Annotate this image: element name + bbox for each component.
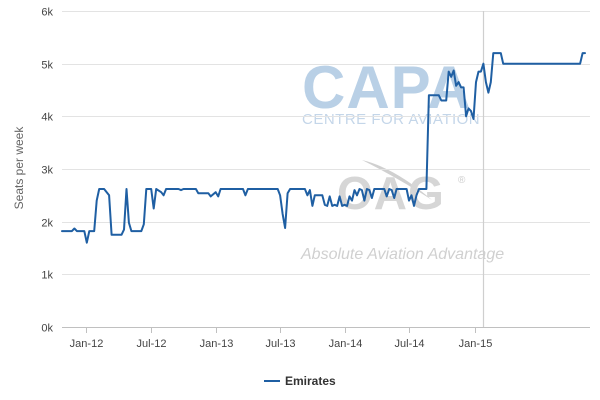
x-tick-label: Jan-15 <box>459 338 493 350</box>
x-tick-label: Jan-12 <box>70 338 104 350</box>
oag-registered-mark: ® <box>458 175 466 186</box>
x-tick-label: Jul-12 <box>137 338 167 350</box>
oag-tagline: Absolute Aviation Advantage <box>300 246 504 263</box>
y-tick-label: 4k <box>41 112 53 124</box>
y-axis: 0k 1k 2k 3k 4k 5k 6k <box>41 7 53 335</box>
x-tick-label: Jan-14 <box>329 338 363 350</box>
capa-logo-subtext: CENTRE FOR AVIATION <box>302 111 480 128</box>
plot-area <box>61 52 586 244</box>
x-tick-label: Jul-14 <box>395 338 425 350</box>
series-line-emirates <box>61 52 586 244</box>
y-tick-label: 6k <box>41 7 53 19</box>
y-axis-title: Seats per week <box>12 126 26 210</box>
x-axis: Jan-12 Jul-12 Jan-13 Jul-13 Jan-14 Jul-14 Jan-… <box>70 327 493 350</box>
x-tick-label: Jul-13 <box>266 338 296 350</box>
y-tick-label: 2k <box>41 218 53 230</box>
legend[interactable]: Emirates <box>264 374 336 388</box>
y-tick-label: 1k <box>41 270 53 282</box>
x-tick-label: Jan-13 <box>200 338 234 350</box>
legend-label-emirates[interactable]: Emirates <box>285 374 336 388</box>
watermark: CAPA CENTRE FOR AVIATION OAG ® Absolute … <box>300 54 504 263</box>
capa-logo-text: CAPA <box>302 54 472 121</box>
y-tick-label: 0k <box>41 323 53 335</box>
y-tick-label: 3k <box>41 165 53 177</box>
y-tick-label: 5k <box>41 60 53 72</box>
grid <box>62 11 590 328</box>
